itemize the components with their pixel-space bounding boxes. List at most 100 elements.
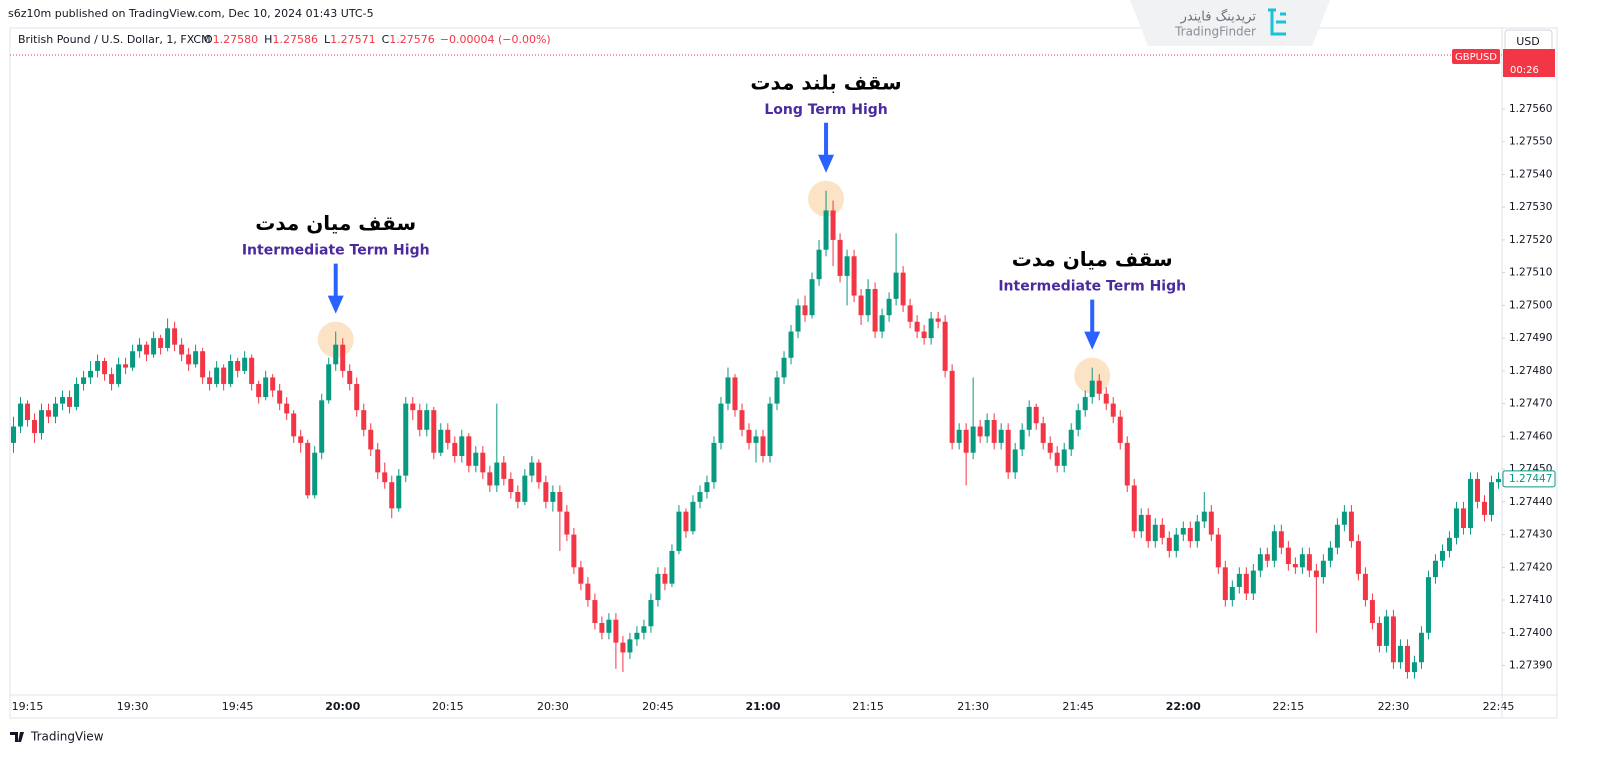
candle-body [1019, 429, 1025, 450]
ohlc-value: 1.27580 [213, 33, 259, 46]
candle-body [1369, 600, 1375, 623]
candle-body [1397, 645, 1403, 663]
candle-body [1012, 449, 1018, 473]
y-tick-label: 1.27510 [1509, 267, 1552, 279]
candle-body [1348, 511, 1354, 542]
candle-body [417, 410, 423, 430]
candle-body [116, 364, 122, 384]
candle-body [1054, 452, 1060, 466]
candle-body [25, 403, 31, 420]
candle-body [88, 370, 94, 378]
candle-body [1222, 567, 1228, 601]
candle-body [165, 328, 171, 348]
x-tick-label: 22:45 [1483, 700, 1515, 713]
candle-body [368, 429, 374, 450]
last-price-tag [1502, 470, 1556, 488]
candle-body [186, 354, 192, 365]
candle-body [732, 377, 738, 411]
candle-body [1138, 514, 1144, 532]
candle-body [1082, 397, 1088, 411]
candle-body [1096, 380, 1102, 394]
candle-body [361, 410, 367, 430]
candle-body [1376, 622, 1382, 646]
candle-body [1180, 528, 1186, 535]
candle-body [1061, 449, 1067, 466]
candle-body [1306, 554, 1312, 571]
candle-body [158, 338, 164, 348]
ohlc-label: C [382, 33, 390, 46]
price-axis-bg [1503, 29, 1556, 695]
candle-body [634, 632, 640, 640]
candle-body [739, 410, 745, 430]
candle-body [522, 475, 528, 502]
candle-body [452, 442, 458, 456]
candle-body [1173, 534, 1179, 551]
footer-logo [10, 732, 24, 742]
footer-brand: TradingView [30, 730, 104, 744]
candle-body [802, 305, 808, 316]
candle-body [1215, 534, 1221, 568]
candle-body [179, 344, 185, 355]
y-tick-label: 1.27500 [1509, 299, 1552, 311]
candle-body [1131, 485, 1137, 532]
candle-body [1460, 508, 1466, 529]
candle-body [977, 426, 983, 437]
chart-frame [9, 27, 1558, 719]
x-tick-label: 21:00 [745, 700, 780, 713]
candle-body [1068, 429, 1074, 450]
y-tick-label: 1.27530 [1509, 201, 1552, 213]
candle-body [970, 426, 976, 453]
candle-body [809, 279, 815, 316]
candle-body [501, 462, 507, 479]
candle-body [753, 436, 759, 443]
candle-body [1355, 541, 1361, 574]
candle-body [473, 452, 479, 466]
candle-body [613, 619, 619, 643]
candle-body [424, 410, 430, 430]
candle-body [263, 377, 269, 398]
ohlc-label: L [324, 33, 331, 46]
plot: سقف میان مدت Intermediate Term High سقف بل… [11, 70, 1514, 713]
candle-body [375, 449, 381, 473]
x-tick-label: 19:15 [12, 700, 44, 713]
y-tick-label: 1.27390 [1509, 660, 1552, 672]
candle-body [1432, 560, 1438, 578]
candle-body [18, 403, 24, 427]
x-tick-label: 19:45 [222, 700, 254, 713]
candle-body [32, 419, 38, 434]
candle-body [746, 429, 752, 443]
candle-body [942, 321, 948, 371]
y-tick-label: 1.27430 [1509, 529, 1552, 541]
candle-body [543, 482, 549, 502]
ohlc-values: O1.27580 H1.27586 L1.27571 C1.27576 −0.00004… [204, 33, 551, 46]
annotation-subtitle: Long Term High [764, 102, 887, 118]
x-tick-label: 20:45 [642, 700, 674, 713]
candle-body [249, 357, 255, 384]
candle-body [207, 377, 213, 384]
candle-body [935, 318, 941, 322]
candle-body [550, 492, 556, 502]
candle-body [760, 436, 766, 456]
candle-body [1383, 616, 1389, 646]
candle-body [774, 377, 780, 404]
candle-body [564, 511, 570, 535]
candle-body [865, 289, 871, 316]
candle-body [725, 377, 731, 404]
candle-body [382, 472, 388, 483]
candle-body [312, 452, 318, 496]
annotation-title: سقف میان مدت [255, 211, 416, 235]
candle-body [1271, 531, 1277, 561]
candle-body [921, 331, 927, 339]
y-tick-label: 1.27480 [1509, 365, 1552, 377]
x-tick-label: 19:30 [117, 700, 149, 713]
candle-body [466, 436, 472, 466]
candle-body [172, 328, 178, 345]
candle-body [221, 367, 227, 384]
candle-body [1110, 403, 1116, 417]
candle-body [1075, 410, 1081, 430]
ohlc-header: O1.27580 H1.27586 L1.27571 C1.27576 −0.00004… [204, 33, 551, 46]
candle-body [1313, 570, 1319, 578]
candle-body [627, 639, 633, 653]
candle-body [837, 239, 843, 276]
candle-body [81, 377, 87, 384]
